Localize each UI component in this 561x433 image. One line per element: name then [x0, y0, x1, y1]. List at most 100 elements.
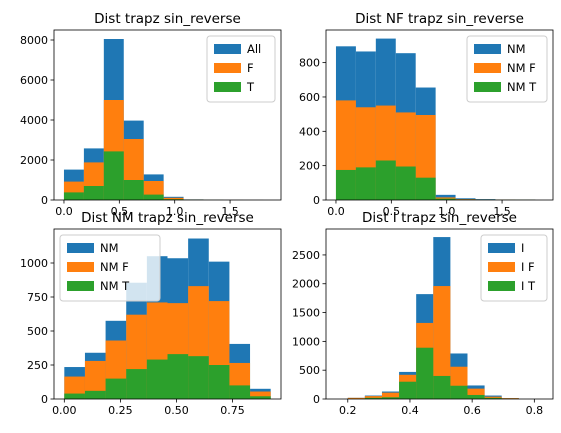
legend-swatch	[214, 82, 241, 92]
legend-label: NM T	[100, 279, 130, 293]
bar	[163, 197, 184, 200]
bar	[105, 378, 127, 399]
legend-swatch	[67, 243, 94, 253]
y-tick-label: 250	[27, 359, 48, 372]
bar	[103, 151, 124, 200]
x-tick-label: 0.50	[164, 404, 189, 417]
x-tick-label: 0.5	[111, 205, 129, 218]
legend-swatch	[67, 281, 94, 291]
y-tick-label: 500	[27, 325, 48, 338]
legend-swatch	[214, 63, 241, 73]
bar	[433, 375, 451, 399]
y-tick-label: 0	[313, 393, 320, 406]
legend-label: NM F	[100, 260, 129, 274]
legend-swatch	[214, 44, 241, 54]
bar	[399, 381, 417, 399]
bar	[63, 192, 84, 200]
chart-panel-4: 0.2 0.4 0.6 0.8 0 500 1000 1500 2000 2500 Dist I t…	[292, 210, 554, 417]
y-tick-label: 6000	[20, 74, 48, 87]
bar	[467, 394, 485, 399]
bar	[84, 390, 106, 399]
y-tick-label: 600	[299, 91, 320, 104]
x-tick-label: 1.0	[438, 205, 456, 218]
bar	[395, 166, 416, 200]
y-tick-label: 500	[299, 364, 320, 377]
x-tick-label: 0.8	[526, 404, 544, 417]
bar	[250, 396, 271, 399]
x-tick-label: 0.6	[463, 404, 481, 417]
legend-label: I T	[521, 279, 536, 293]
bar	[450, 385, 468, 399]
legend: NM NM F NM T	[466, 35, 548, 103]
bar	[143, 194, 164, 200]
y-tick-label: 1500	[292, 307, 320, 320]
axes-frame	[53, 228, 282, 400]
y-tick-label: 2000	[292, 278, 320, 291]
x-tick-label: 0.5	[383, 205, 401, 218]
bar	[435, 198, 456, 200]
bar	[364, 396, 382, 399]
bar	[64, 376, 85, 399]
chart-title: Dist NF trapz sin_reverse	[355, 11, 524, 27]
bar	[123, 180, 144, 200]
y-tick-label: 750	[27, 291, 48, 304]
legend-swatch	[488, 262, 515, 272]
y-tick-label: 2000	[20, 154, 48, 167]
bar	[381, 392, 400, 399]
x-tick-label: 0.25	[108, 404, 133, 417]
y-tick-label: 400	[299, 125, 320, 138]
x-tick-label: 0.0	[327, 205, 345, 218]
chart-panel-2: 0.0 0.5 1.0 1.5 0 200 400 600 800 Dist NF trapz s…	[299, 11, 554, 218]
legend-label: All	[247, 42, 261, 56]
legend-swatch	[67, 262, 94, 272]
legend: NM NM F NM T	[59, 234, 161, 302]
y-tick-label: 1000	[292, 335, 320, 348]
axes-frame	[325, 228, 554, 400]
bar	[416, 347, 434, 399]
series-t	[63, 151, 264, 200]
legend-label: NM	[507, 42, 526, 56]
x-tick-label: 0.75	[220, 404, 245, 417]
series-i-t	[347, 347, 519, 399]
bar	[375, 160, 396, 200]
legend: I I F I T	[480, 234, 548, 302]
bar	[250, 391, 271, 399]
y-tick-label: 1000	[20, 257, 48, 270]
legend-swatch	[474, 82, 501, 92]
x-tick-label: 1.0	[166, 205, 184, 218]
bar	[84, 360, 106, 399]
chart-panel-1: 0.0 0.5 1.0 1.5 0 2000 4000 6000 8000 Dist trapz …	[20, 11, 282, 218]
legend-label: NM	[100, 241, 119, 255]
bar	[188, 356, 209, 399]
bar	[335, 169, 356, 200]
legend-label: I	[521, 241, 524, 255]
y-tick-label: 2500	[292, 249, 320, 262]
legend-label: NM T	[507, 80, 537, 94]
y-tick-label: 800	[299, 57, 320, 70]
bar	[347, 397, 365, 399]
bar	[83, 186, 104, 200]
legend-swatch	[474, 44, 501, 54]
x-tick-label: 0.0	[55, 205, 73, 218]
y-tick-label: 4000	[20, 114, 48, 127]
bar	[146, 359, 168, 399]
bar	[208, 365, 230, 399]
bar	[467, 388, 485, 399]
y-tick-label: 0	[313, 194, 320, 207]
bar	[355, 167, 376, 200]
chart-title: Dist trapz sin_reverse	[94, 11, 241, 27]
chart-panel-3: 0.00 0.25 0.50 0.75 0 250 500 750 1000 Dist NM tr…	[20, 210, 282, 417]
axes-frame	[53, 29, 282, 201]
bar	[64, 393, 85, 399]
bar	[381, 397, 400, 399]
x-tick-label: 0.00	[52, 404, 77, 417]
y-tick-label: 0	[41, 194, 48, 207]
legend-label: T	[246, 80, 255, 94]
bar	[167, 354, 189, 399]
y-tick-label: 200	[299, 160, 320, 173]
x-tick-label: 0.4	[401, 404, 419, 417]
bar	[484, 397, 502, 399]
legend: All FT	[206, 35, 276, 103]
x-tick-label: 1.5	[493, 205, 511, 218]
